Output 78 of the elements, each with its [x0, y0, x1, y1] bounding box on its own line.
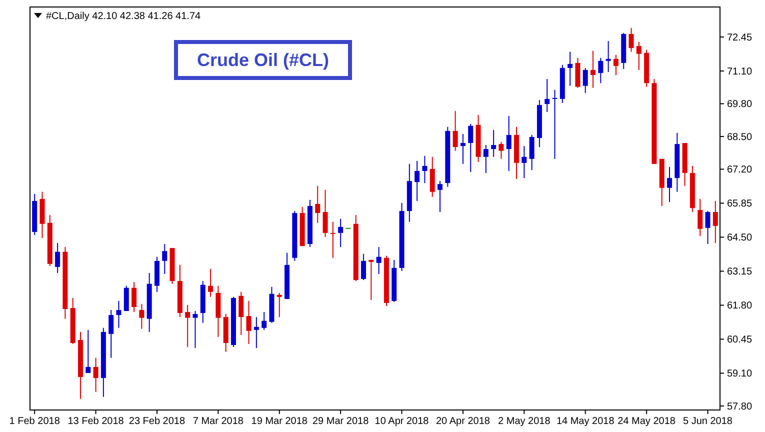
x-tick-label: 23 Feb 2018 [128, 416, 186, 427]
candlestick [422, 155, 428, 184]
candlestick [544, 78, 550, 113]
candlestick [254, 316, 259, 349]
candlestick [529, 134, 534, 170]
candlestick [590, 50, 596, 88]
candlestick [116, 300, 122, 328]
x-tick-label: 7 Mar 2018 [192, 416, 244, 427]
candlestick [93, 357, 98, 392]
x-tick-label: 13 Feb 2018 [68, 416, 124, 427]
y-tick-label: 65.85 [727, 198, 752, 210]
candlestick [276, 292, 282, 318]
x-tick-label: 19 Mar 2018 [251, 416, 308, 427]
y-tick-label: 61.80 [727, 300, 752, 312]
y-tick-label: 57.80 [727, 401, 752, 412]
x-tick-label: 24 May 2018 [618, 416, 676, 427]
x-tick-label: 2 May 2018 [498, 416, 551, 427]
text: Crude Oil (#CL) [196, 50, 330, 70]
candlestick [468, 123, 474, 172]
candlestick [330, 221, 336, 258]
candlestick [628, 27, 634, 52]
candlestick [132, 282, 137, 313]
candlestick [613, 54, 618, 76]
candlestick [246, 300, 252, 345]
candlestick [162, 244, 168, 274]
candlestick [575, 57, 580, 88]
candlestick [86, 329, 91, 374]
y-tick-label: 72.45 [727, 32, 752, 44]
candlestick [438, 180, 443, 213]
candlestick [705, 210, 710, 245]
candlestick [108, 310, 114, 358]
candlestick [667, 166, 672, 202]
candlestick [208, 268, 214, 298]
candlestick [552, 89, 558, 160]
candlestick [522, 146, 527, 179]
x-tick-label: 5 Jun 2018 [683, 416, 733, 427]
x-tick-label: 1 Feb 2018 [9, 416, 60, 427]
candlestick [506, 116, 512, 172]
candlestick [636, 42, 642, 70]
candlestick [430, 156, 435, 198]
candlestick [238, 291, 244, 336]
candlestick [322, 189, 328, 238]
x-tick-label: 20 Apr 2018 [436, 416, 490, 427]
candlestick [414, 160, 420, 202]
candlestick [376, 246, 382, 274]
candlestick [361, 253, 366, 281]
candlestick [452, 110, 458, 152]
candlestick [185, 304, 190, 348]
candlestick [568, 51, 573, 86]
candlestick [498, 142, 504, 160]
candlestick [598, 57, 604, 84]
y-tick-label: 63.15 [727, 266, 752, 278]
candlestick [491, 129, 496, 158]
candlestick [315, 185, 320, 224]
y-tick-label: 68.50 [727, 132, 752, 143]
y-tick-label: 60.45 [727, 334, 752, 346]
candlestick [192, 310, 198, 349]
x-tick-label: 14 May 2018 [556, 416, 615, 427]
y-tick-label: 59.10 [727, 368, 752, 380]
candlestick [460, 133, 466, 164]
y-tick-label: 69.80 [727, 99, 752, 110]
candlestick [139, 303, 144, 330]
x-tick-label: 10 Apr 2018 [374, 416, 430, 427]
candlestick [698, 198, 703, 236]
candlestick [582, 67, 588, 94]
y-tick-label: 67.20 [727, 164, 752, 176]
candlestick [124, 285, 129, 312]
candlestick [712, 200, 718, 244]
candlestick [606, 40, 611, 72]
candlestick [338, 218, 344, 248]
x-tick-label: 29 Mar 2018 [312, 416, 370, 427]
candlestick [483, 144, 488, 174]
chart-subtitle: #CL,Daily 42.10 42.38 41.26 41.74 [46, 11, 201, 22]
y-tick-label: 64.50 [727, 232, 752, 244]
candlestick [262, 312, 267, 330]
candlestick [55, 242, 60, 274]
candlestick [368, 259, 374, 300]
y-tick-label: 71.10 [727, 66, 752, 78]
